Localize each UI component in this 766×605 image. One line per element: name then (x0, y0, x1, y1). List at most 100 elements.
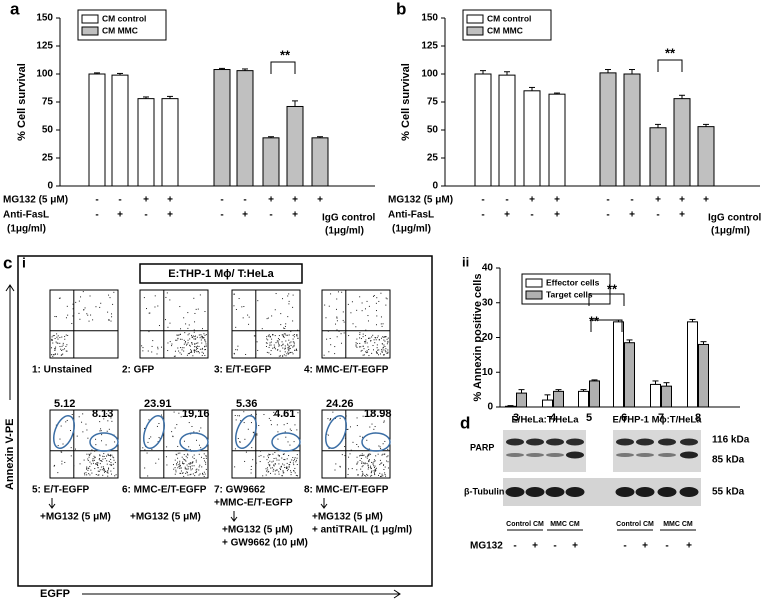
condition-sign: - (530, 210, 533, 221)
flow-event (247, 428, 249, 430)
gate (361, 432, 391, 452)
y-tick-label: 30 (482, 297, 494, 308)
flow-event (191, 425, 193, 427)
flow-event (86, 453, 88, 455)
flow-event (202, 474, 204, 476)
flow-caption: 1: Unstained (32, 365, 92, 376)
flow-event (284, 333, 286, 335)
flow-event (95, 463, 97, 465)
flow-event (359, 459, 361, 461)
flow-event (99, 455, 101, 457)
flow-event (268, 471, 270, 473)
flow-event (271, 315, 273, 317)
flow-event (371, 461, 373, 463)
legend-swatch (466, 14, 484, 24)
flow-event (109, 455, 111, 457)
condition-sign: - (481, 210, 484, 221)
band (526, 453, 544, 457)
flow-event (81, 421, 83, 423)
flow-event (184, 468, 186, 470)
flow-event (370, 465, 372, 467)
y-tick-label: 125 (36, 41, 53, 52)
flow-event (182, 463, 184, 465)
flow-event (180, 467, 182, 469)
flow-event (357, 461, 359, 463)
flow-event (163, 348, 165, 350)
flow-event (350, 312, 352, 314)
flow-event (185, 472, 187, 474)
flow-event (185, 460, 187, 462)
flow-event (257, 349, 259, 351)
flow-event (78, 416, 80, 418)
flow-event (193, 338, 195, 340)
flow-event (376, 352, 378, 354)
flow-event (373, 466, 375, 468)
flow-event (281, 341, 283, 343)
flow-event (360, 468, 362, 470)
flow-event (259, 461, 261, 463)
flow-event (61, 354, 63, 356)
flow-event (296, 334, 298, 336)
flow-event (369, 337, 371, 339)
flow-event (142, 447, 144, 449)
flow-event (363, 354, 365, 356)
flow-event (267, 457, 269, 459)
flow-event (205, 455, 207, 457)
flow-event (193, 331, 195, 333)
flow-event (363, 348, 365, 350)
flow-plot (139, 409, 209, 479)
condition-sign: + (554, 210, 560, 221)
flow-event (252, 459, 254, 461)
flow-event (107, 453, 109, 455)
flow-event (186, 464, 188, 466)
flow-event (370, 467, 372, 469)
flow-event (158, 436, 160, 438)
flow-event (344, 437, 346, 439)
flow-event (200, 456, 202, 458)
flow-event (268, 453, 270, 455)
flow-event (292, 341, 294, 343)
flow-event (110, 462, 112, 464)
flow-event (205, 345, 207, 347)
flow-event (198, 453, 200, 455)
flow-event (177, 445, 179, 447)
flow-event (186, 457, 188, 459)
x-tick-label: 4 (550, 412, 557, 424)
flow-event (203, 333, 205, 335)
flow-event (106, 460, 108, 462)
flow-event (382, 336, 384, 338)
flow-event (97, 466, 99, 468)
flow-event (382, 475, 384, 477)
flow-event (283, 327, 285, 329)
flow-event (52, 355, 54, 357)
condition-sublabel: (1μg/ml) (711, 226, 750, 237)
flow-event (62, 349, 64, 351)
flow-event (185, 341, 187, 343)
flow-event (94, 468, 96, 470)
flow-event (291, 351, 293, 353)
flow-event (367, 346, 369, 348)
flow-event (184, 332, 186, 334)
flow-event (234, 466, 236, 468)
flow-event (201, 351, 203, 353)
flow-event (161, 414, 163, 416)
flow-event (386, 338, 388, 340)
flow-event (178, 412, 180, 414)
flow-event (235, 349, 237, 351)
flow-event (89, 465, 91, 467)
flow-event (368, 337, 370, 339)
flow-plot (49, 289, 119, 359)
flow-event (103, 469, 105, 471)
flow-event (295, 348, 297, 350)
blot-row: β-Tubulin (464, 486, 504, 496)
legend-label: CM MMC (102, 25, 138, 35)
flow-event (196, 439, 198, 441)
flow-event (192, 335, 194, 337)
flow-event (181, 338, 183, 340)
flow-event (332, 411, 334, 413)
flow-event (198, 469, 200, 471)
flow-event (95, 444, 97, 446)
flow-event (294, 457, 296, 459)
flow-event (363, 454, 365, 456)
flow-event (292, 320, 294, 322)
